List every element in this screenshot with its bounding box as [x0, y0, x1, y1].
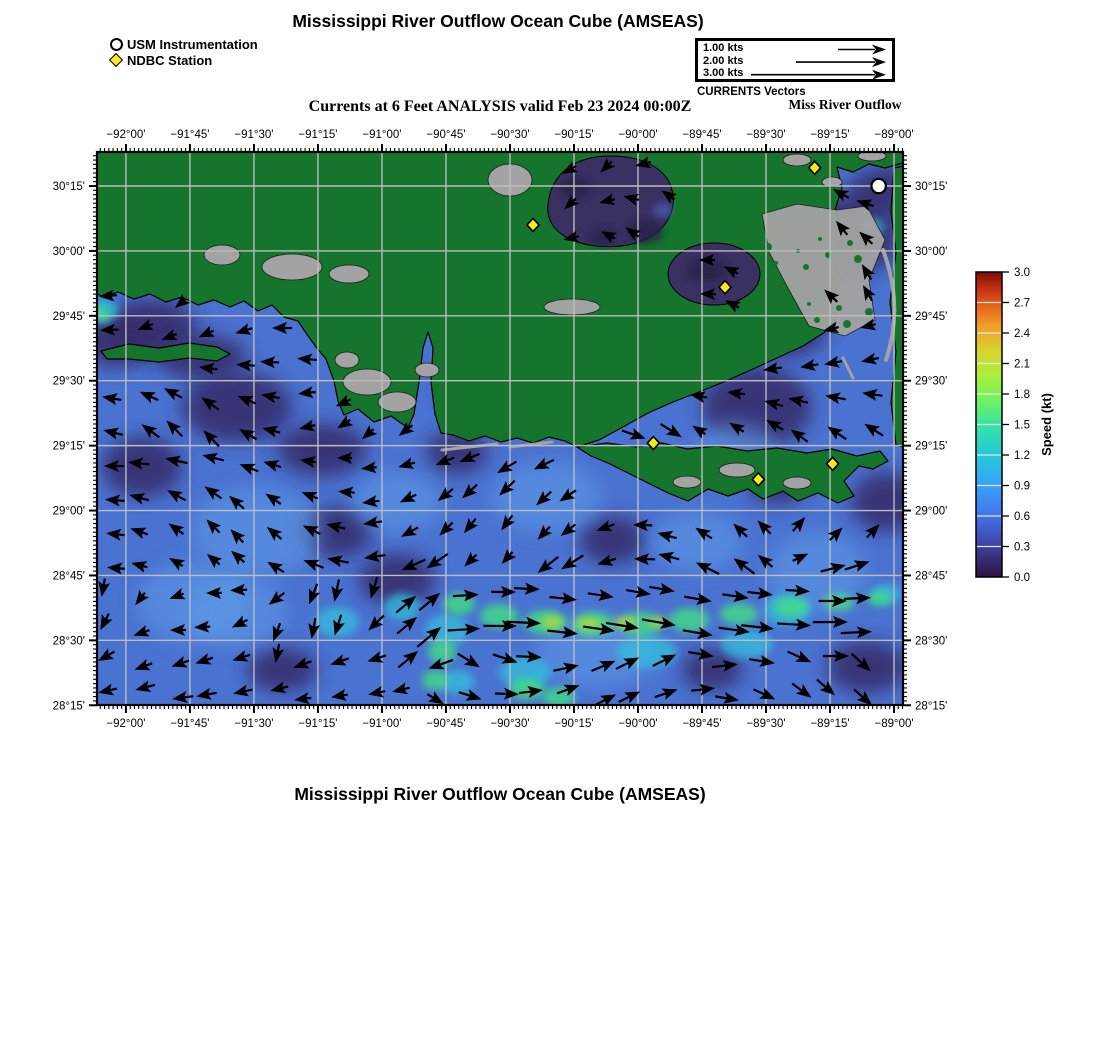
svg-text:−90°45': −90°45'	[426, 718, 465, 730]
svg-text:−90°30': −90°30'	[490, 718, 529, 730]
svg-text:2.4: 2.4	[1014, 328, 1031, 340]
svg-text:−91°00': −91°00'	[362, 129, 401, 141]
svg-text:−90°00': −90°00'	[618, 129, 657, 141]
svg-text:−90°45': −90°45'	[426, 129, 465, 141]
svg-text:−89°45': −89°45'	[682, 129, 721, 141]
vector-scale-label-3: 3.00 kts	[703, 67, 744, 80]
svg-text:29°45': 29°45'	[915, 311, 947, 323]
svg-text:−89°15': −89°15'	[810, 718, 849, 730]
svg-text:0.3: 0.3	[1014, 542, 1030, 554]
svg-text:29°30': 29°30'	[915, 376, 947, 388]
figure-title-bottom: Mississippi River Outflow Ocean Cube (AM…	[294, 784, 706, 804]
svg-text:29°30': 29°30'	[53, 376, 85, 388]
svg-text:−91°30': −91°30'	[234, 718, 273, 730]
svg-text:1.2: 1.2	[1014, 450, 1030, 462]
svg-text:29°00': 29°00'	[915, 506, 947, 518]
svg-text:0.0: 0.0	[1014, 572, 1030, 584]
svg-text:−90°00': −90°00'	[618, 718, 657, 730]
svg-text:−89°30': −89°30'	[746, 129, 785, 141]
svg-text:0.9: 0.9	[1014, 481, 1030, 493]
svg-text:−91°00': −91°00'	[362, 718, 401, 730]
vector-scale-caption: CURRENTS Vectors	[697, 86, 806, 98]
svg-text:1.5: 1.5	[1014, 420, 1030, 432]
svg-text:0.6: 0.6	[1014, 511, 1030, 523]
svg-text:28°30': 28°30'	[53, 635, 85, 647]
svg-text:−89°30': −89°30'	[746, 718, 785, 730]
svg-text:28°15': 28°15'	[915, 700, 947, 712]
svg-text:−90°15': −90°15'	[554, 129, 593, 141]
svg-text:−89°15': −89°15'	[810, 129, 849, 141]
svg-text:−91°15': −91°15'	[298, 129, 337, 141]
svg-text:−90°15': −90°15'	[554, 718, 593, 730]
vector-scale-box: 1.00 kts 2.00 kts 3.00 kts	[695, 38, 895, 82]
legend-item-ndbc: NDBC Station	[108, 52, 258, 68]
svg-text:−92°00': −92°00'	[106, 129, 145, 141]
svg-text:−91°45': −91°45'	[170, 129, 209, 141]
currents-map-plot: −92°00' −92°00' −91°45' −91°45' −91°30' −91°3…	[53, 129, 1054, 730]
svg-text:30°15': 30°15'	[915, 181, 947, 193]
svg-text:3.0: 3.0	[1014, 267, 1030, 279]
svg-text:−89°00': −89°00'	[874, 129, 913, 141]
svg-text:29°15': 29°15'	[915, 441, 947, 453]
svg-text:−89°00': −89°00'	[874, 718, 913, 730]
legend-item-usm: USM Instrumentation	[108, 36, 258, 52]
region-label: Miss River Outflow	[788, 97, 902, 112]
svg-text:29°00': 29°00'	[53, 506, 85, 518]
svg-text:−91°30': −91°30'	[234, 129, 273, 141]
svg-text:29°15': 29°15'	[53, 441, 85, 453]
svg-text:29°45': 29°45'	[53, 311, 85, 323]
svg-text:28°45': 28°45'	[915, 570, 947, 582]
usm-circle-icon	[108, 37, 124, 51]
svg-text:Speed (kt): Speed (kt)	[1039, 393, 1054, 456]
vector-scale-label-1: 1.00 kts	[703, 42, 744, 54]
svg-text:−89°45': −89°45'	[682, 718, 721, 730]
svg-text:30°00': 30°00'	[915, 246, 947, 258]
vector-scale-label-2: 2.00 kts	[703, 54, 744, 67]
svg-text:28°45': 28°45'	[53, 570, 85, 582]
svg-text:2.7: 2.7	[1014, 298, 1030, 310]
figure-title-top: Mississippi River Outflow Ocean Cube (AM…	[292, 11, 704, 31]
svg-text:−90°30': −90°30'	[490, 129, 529, 141]
svg-text:30°00': 30°00'	[53, 246, 85, 258]
svg-text:1.8: 1.8	[1014, 389, 1030, 401]
vector-scale-labels: 1.00 kts 2.00 kts 3.00 kts	[703, 42, 743, 80]
svg-text:−91°45': −91°45'	[170, 718, 209, 730]
legend-label-ndbc: NDBC Station	[127, 52, 213, 68]
analysis-subtitle: Currents at 6 Feet ANALYSIS valid Feb 23…	[308, 98, 692, 115]
svg-text:−91°15': −91°15'	[298, 718, 337, 730]
legend-label-usm: USM Instrumentation	[127, 36, 258, 52]
svg-text:30°15': 30°15'	[53, 181, 85, 193]
svg-text:2.1: 2.1	[1014, 359, 1030, 371]
svg-text:28°15': 28°15'	[53, 700, 85, 712]
svg-text:−92°00': −92°00'	[106, 718, 145, 730]
vector-scale-arrows-icon	[751, 44, 886, 79]
svg-text:28°30': 28°30'	[915, 635, 947, 647]
map-legend: USM Instrumentation NDBC Station	[108, 36, 258, 68]
